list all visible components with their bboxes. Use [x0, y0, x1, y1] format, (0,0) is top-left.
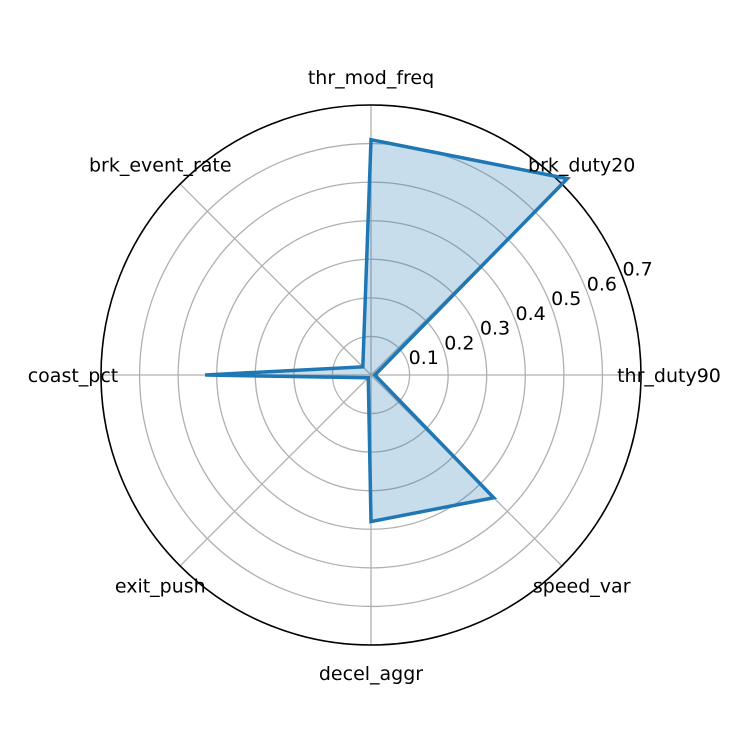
series-line	[205, 137, 571, 524]
category-label-brk_event_rate: brk_event_rate	[89, 154, 232, 176]
radial-tick-labels: 0.10.2 0.3 0.40.5 0.60.7	[409, 259, 653, 370]
category-label-thr_duty90: thr_duty90	[617, 365, 721, 387]
spoke-brk_event_rate	[179, 183, 372, 376]
radial-tick-label: 0.4	[516, 303, 546, 325]
radial-tick-label: 0.7	[622, 259, 652, 281]
radial-tick-label: 0.3	[480, 318, 510, 340]
series-fill	[205, 139, 568, 522]
category-label-brk_duty20: brk_duty20	[528, 154, 635, 176]
category-label-thr_mod_freq: thr_mod_freq	[308, 67, 434, 89]
polar-frame	[100, 104, 642, 646]
radial-tick-label: 0.5	[551, 288, 581, 310]
grid-ring	[331, 335, 411, 415]
series-layer	[205, 137, 571, 524]
category-labels: thr_duty90 brk_duty20 thr_mod_freq brk_even…	[28, 67, 721, 685]
radial-tick-label: 0.1	[409, 347, 439, 369]
category-label-decel_aggr: decel_aggr	[319, 663, 423, 685]
radial-tick-label: 0.2	[444, 332, 474, 354]
grid-layer	[100, 104, 642, 646]
category-label-coast_pct: coast_pct	[28, 365, 119, 387]
category-label-speed_var: speed_var	[533, 576, 631, 598]
category-label-exit_push: exit_push	[115, 576, 206, 598]
spoke-exit_push	[179, 374, 372, 567]
radial-tick-label: 0.6	[587, 273, 617, 295]
